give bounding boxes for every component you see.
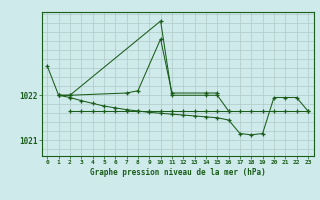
X-axis label: Graphe pression niveau de la mer (hPa): Graphe pression niveau de la mer (hPa) <box>90 168 266 177</box>
